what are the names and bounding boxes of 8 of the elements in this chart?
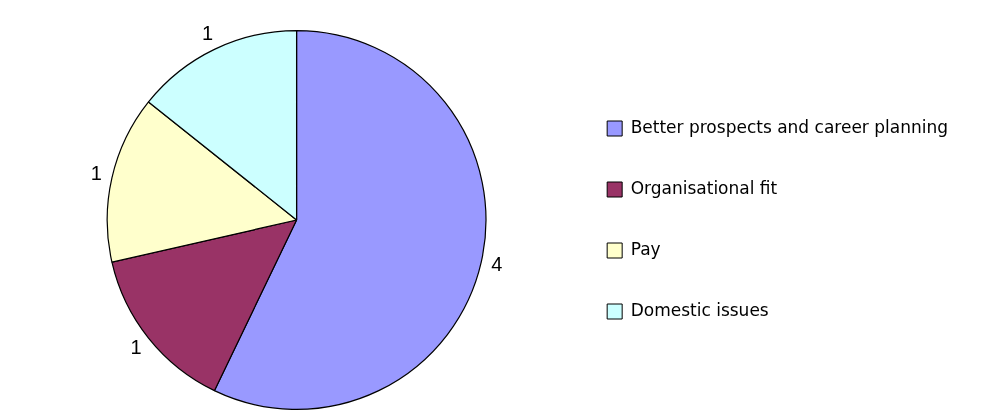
data-label: 1 bbox=[130, 335, 142, 358]
legend-label: Domestic issues bbox=[630, 299, 769, 320]
data-label: 4 bbox=[491, 253, 503, 276]
legend-label: Pay bbox=[630, 238, 661, 259]
legend-label: Organisational fit bbox=[630, 177, 778, 198]
data-label: 1 bbox=[201, 22, 214, 45]
legend-label: Better prospects and career planning bbox=[630, 116, 948, 137]
data-label: 1 bbox=[90, 161, 102, 184]
